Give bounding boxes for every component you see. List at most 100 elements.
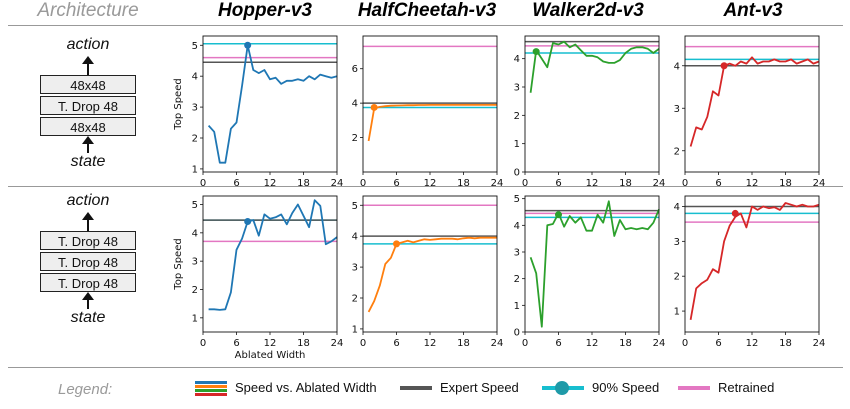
y-tick-label: 0 bbox=[514, 168, 520, 179]
x-tick-label: 18 bbox=[297, 178, 310, 189]
x-tick-label: 18 bbox=[297, 338, 310, 349]
y-tick-label: 4 bbox=[514, 54, 520, 65]
x-tick-label: 6 bbox=[393, 338, 399, 349]
y-tick-label: 3 bbox=[352, 263, 358, 274]
y-tick-label: 3 bbox=[192, 257, 198, 268]
y-tick-label: 5 bbox=[192, 200, 198, 211]
env-header-hopper: Hopper-v3 bbox=[218, 0, 312, 21]
chart-0-3: 0 6 12 18 24 2 3 4 bbox=[674, 35, 826, 189]
ninety-speed-marker bbox=[532, 48, 540, 56]
x-tick-label: 24 bbox=[331, 338, 344, 349]
x-tick-label: 24 bbox=[491, 178, 504, 189]
legend-ninety-label: 90% Speed bbox=[592, 380, 660, 395]
y-tick-label: 2 bbox=[674, 146, 680, 157]
y-tick-label: 3 bbox=[192, 103, 198, 114]
y-tick-label: 6 bbox=[352, 64, 358, 75]
arch-top-layer-3: 48x48 bbox=[40, 117, 136, 136]
ninety-speed-marker bbox=[244, 41, 252, 49]
x-tick-label: 0 bbox=[360, 338, 366, 349]
speed-series-line bbox=[529, 40, 660, 93]
arch-top-layer-2: T. Drop 48 bbox=[40, 96, 136, 115]
y-tick-label: 2 bbox=[352, 294, 358, 305]
y-tick-label: 0 bbox=[514, 328, 520, 339]
x-tick-label: 12 bbox=[264, 338, 277, 349]
x-tick-label: 12 bbox=[424, 178, 437, 189]
legend-expert-label: Expert Speed bbox=[440, 380, 519, 395]
y-tick-label: 1 bbox=[192, 164, 198, 175]
y-tick-label: 2 bbox=[192, 285, 198, 296]
x-tick-label: 12 bbox=[586, 178, 599, 189]
x-tick-label: 18 bbox=[779, 178, 792, 189]
y-tick-label: 1 bbox=[674, 307, 680, 318]
x-tick-label: 24 bbox=[813, 178, 826, 189]
y-tick-label: 1 bbox=[192, 313, 198, 324]
plot-frame bbox=[362, 195, 498, 333]
y-tick-label: 1 bbox=[514, 139, 520, 150]
legend-retrained-label: Retrained bbox=[718, 380, 775, 395]
x-tick-label: 12 bbox=[586, 338, 599, 349]
y-tick-label: 1 bbox=[352, 324, 358, 335]
x-tick-label: 12 bbox=[424, 338, 437, 349]
x-tick-label: 18 bbox=[457, 338, 470, 349]
y-tick-label: 5 bbox=[192, 41, 198, 52]
x-tick-label: 24 bbox=[813, 338, 826, 349]
y-tick-label: 2 bbox=[674, 272, 680, 283]
y-tick-label: 4 bbox=[674, 202, 680, 213]
speed-series-line bbox=[367, 104, 497, 142]
x-tick-label: 18 bbox=[619, 338, 632, 349]
legend-ninety-marker bbox=[555, 381, 569, 395]
x-tick-label: 24 bbox=[653, 338, 666, 349]
arch-bottom-action-label: action bbox=[66, 192, 110, 209]
y-tick-label: 2 bbox=[514, 111, 520, 122]
y-tick-label: 3 bbox=[514, 248, 520, 259]
x-tick-label: 24 bbox=[653, 178, 666, 189]
y-tick-label: 2 bbox=[352, 133, 358, 144]
env-header-halfcheetah: HalfCheetah-v3 bbox=[357, 0, 497, 21]
arch-top-arrow-in-head bbox=[82, 136, 94, 144]
ninety-speed-marker bbox=[370, 103, 378, 111]
speed-series-line bbox=[529, 200, 660, 328]
x-tick-label: 24 bbox=[491, 338, 504, 349]
x-tick-label: 12 bbox=[746, 338, 759, 349]
arch-top-layer-1: 48x48 bbox=[40, 75, 136, 94]
y-tick-label: 4 bbox=[352, 232, 358, 243]
y-tick-label: 1 bbox=[514, 301, 520, 312]
arch-top-arrow-up-head bbox=[82, 56, 94, 64]
ninety-speed-marker bbox=[244, 218, 252, 225]
legend-expert-swatch bbox=[400, 386, 432, 390]
x-tick-label: 6 bbox=[715, 338, 721, 349]
plot-frame bbox=[202, 35, 338, 173]
speed-series-line bbox=[689, 56, 820, 147]
y-tick-label: 2 bbox=[514, 274, 520, 285]
env-header-ant: Ant-v3 bbox=[723, 0, 783, 21]
divider-bottom bbox=[8, 367, 843, 368]
x-tick-label: 6 bbox=[233, 338, 239, 349]
divider-middle bbox=[8, 186, 843, 187]
x-tick-label: 6 bbox=[555, 178, 561, 189]
y-axis-label: Top Speed bbox=[173, 238, 184, 290]
x-tick-label: 24 bbox=[331, 178, 344, 189]
y-tick-label: 3 bbox=[514, 83, 520, 94]
env-header-walker2d: Walker2d-v3 bbox=[532, 0, 644, 21]
arch-bottom-arrow-in-head bbox=[82, 292, 94, 300]
divider-top bbox=[8, 25, 843, 26]
arch-top-action-label: action bbox=[66, 36, 110, 53]
speed-series-line bbox=[367, 236, 497, 313]
x-tick-label: 12 bbox=[264, 178, 277, 189]
legend-speed-swatch bbox=[195, 381, 227, 396]
arch-bottom-layer-3: T. Drop 48 bbox=[40, 273, 136, 292]
ninety-speed-marker bbox=[555, 211, 562, 219]
x-tick-label: 18 bbox=[779, 338, 792, 349]
legend-speed-label: Speed vs. Ablated Width bbox=[235, 380, 377, 395]
ninety-speed-marker bbox=[393, 240, 400, 248]
x-tick-label: 0 bbox=[522, 338, 528, 349]
arch-bottom-arrow-up-line bbox=[87, 219, 89, 231]
ninety-speed-marker bbox=[720, 62, 728, 70]
y-tick-label: 4 bbox=[352, 99, 358, 110]
